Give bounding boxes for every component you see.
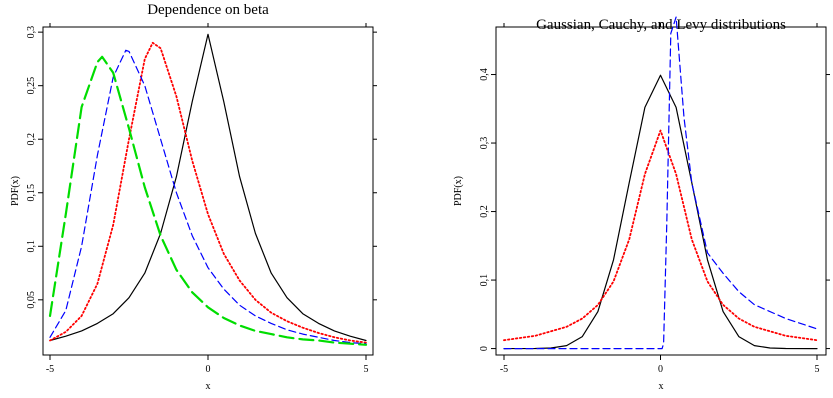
right-chart-title: Gaussian, Cauchy, and Levy distributions — [536, 17, 786, 33]
left-y-tick-label: 0,25 — [26, 77, 37, 95]
right-y-tick-label: 0,2 — [479, 205, 490, 218]
left-series-line — [49, 49, 367, 345]
left-y-axis-label: PDF(x) — [10, 176, 21, 206]
left-series-line — [48, 55, 368, 346]
left-ticks: -5 0 5 0,05 0,1 0,15 0,2 0,25 0,3 — [26, 23, 377, 375]
right-x-tick-label: 5 — [815, 364, 820, 375]
left-y-tick-label: 0,2 — [26, 133, 37, 146]
right-y-tick-label: 0,4 — [479, 68, 490, 81]
right-ticks: -5 0 5 0 0,1 0,2 0,3 0,4 — [479, 23, 830, 375]
left-y-tick-label: 0,1 — [26, 240, 37, 253]
right-y-axis-label: PDF(x) — [453, 176, 464, 206]
right-x-axis-label: x — [659, 381, 664, 392]
right-x-tick-label: 0 — [658, 364, 663, 375]
right-series-line — [503, 74, 818, 350]
right-x-tick-label: -5 — [500, 364, 508, 375]
left-series-line — [49, 33, 367, 342]
left-y-tick-label: 0,3 — [26, 26, 37, 39]
right-y-tick-label: 0,3 — [479, 137, 490, 150]
left-chart-title: Dependence on beta — [147, 2, 269, 18]
left-y-tick-label: 0,05 — [26, 291, 37, 309]
right-curves — [503, 16, 818, 350]
left-x-tick-label: -5 — [46, 364, 54, 375]
right-y-tick-label: 0 — [479, 346, 490, 351]
left-series-line — [49, 41, 367, 344]
left-x-axis-label: x — [206, 381, 211, 392]
right-chart-panel: Gaussian, Cauchy, and Levy distributions… — [453, 16, 830, 392]
left-x-tick-label: 0 — [206, 364, 211, 375]
right-y-tick-label: 0,1 — [479, 274, 490, 287]
left-y-tick-label: 0,15 — [26, 184, 37, 202]
left-chart-panel: Dependence on beta -5 0 5 0,05 0,1 0,15 0,2 0,2… — [10, 2, 377, 392]
right-series-line — [503, 129, 818, 342]
right-series-line — [503, 16, 818, 350]
left-curves — [48, 33, 368, 346]
left-x-tick-label: 5 — [364, 364, 369, 375]
